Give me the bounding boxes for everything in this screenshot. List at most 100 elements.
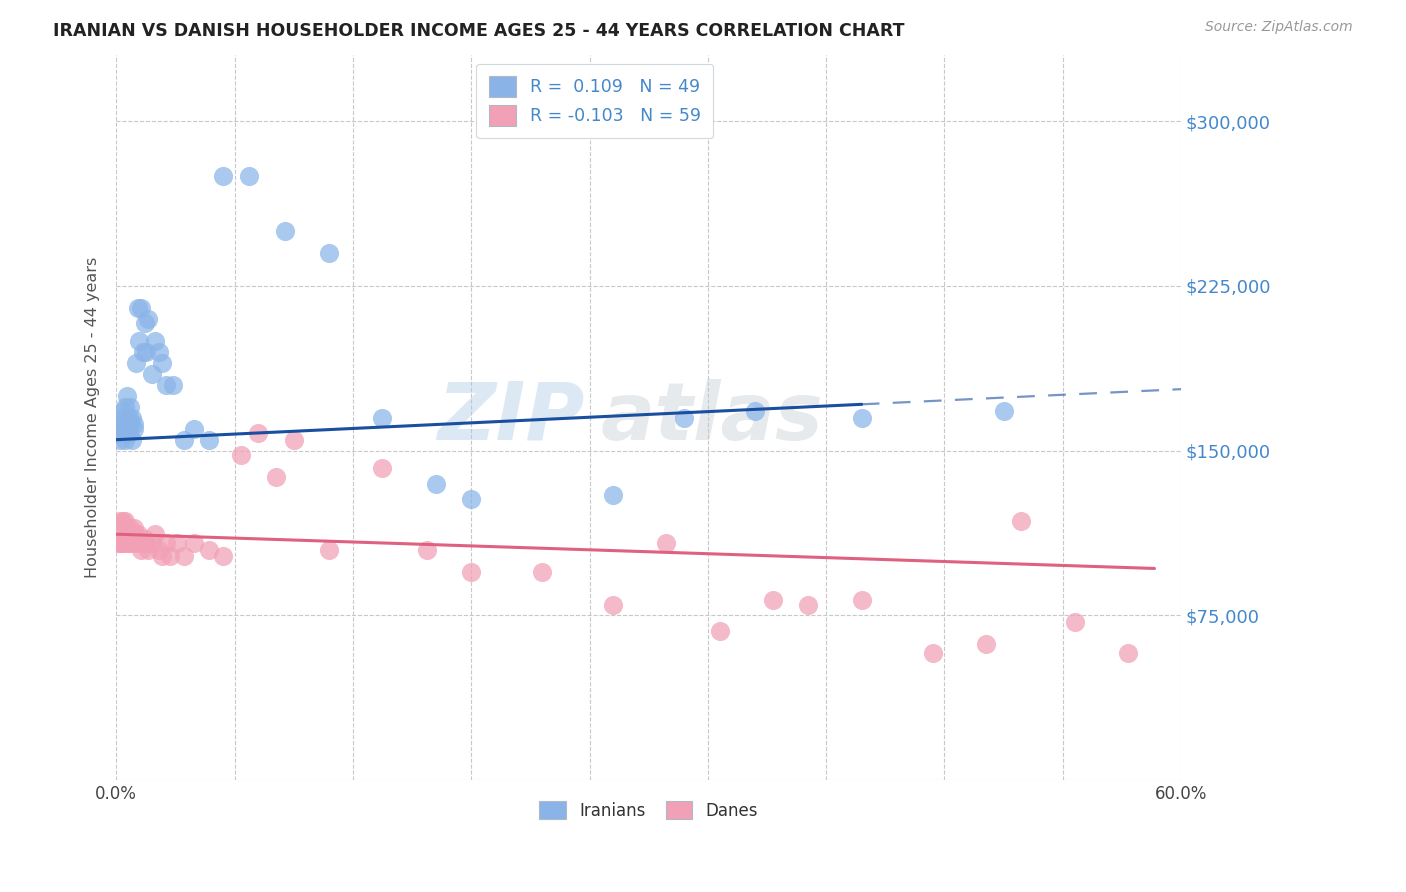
Point [283,433,305,447]
Point [851,410,873,425]
Point [166,536,188,550]
Point [709,624,731,638]
Point [602,598,624,612]
Text: IRANIAN VS DANISH HOUSEHOLDER INCOME AGES 25 - 44 YEARS CORRELATION CHART: IRANIAN VS DANISH HOUSEHOLDER INCOME AGE… [53,22,905,40]
Y-axis label: Householder Income Ages 25 - 44 years: Householder Income Ages 25 - 44 years [86,257,100,578]
Point [118,426,141,441]
Point [371,410,394,425]
Point [1010,514,1032,528]
Point [132,536,155,550]
Point [921,646,943,660]
Point [152,549,174,563]
Point [460,491,482,506]
Point [127,527,149,541]
Point [318,542,340,557]
Point [122,422,145,436]
Point [121,527,143,541]
Point [135,536,157,550]
Point [118,527,141,541]
Point [371,461,394,475]
Point [120,520,142,534]
Point [425,476,447,491]
Point [762,593,785,607]
Point [114,417,136,432]
Point [238,169,260,183]
Text: atlas: atlas [600,379,824,457]
Point [112,536,135,550]
Point [134,316,156,330]
Point [114,514,136,528]
Legend: Iranians, Danes: Iranians, Danes [533,795,765,826]
Point [655,536,678,550]
Text: ZIP: ZIP [437,379,585,457]
Point [993,404,1015,418]
Point [159,549,181,563]
Point [129,301,152,315]
Point [110,536,132,550]
Point [108,514,131,528]
Text: Source: ZipAtlas.com: Source: ZipAtlas.com [1205,20,1353,34]
Point [148,344,170,359]
Point [121,410,143,425]
Point [197,542,219,557]
Point [135,344,157,359]
Point [274,224,297,238]
Point [416,542,439,557]
Point [1116,646,1139,660]
Point [148,542,170,557]
Point [128,536,150,550]
Point [122,520,145,534]
Point [115,520,138,534]
Point [127,301,149,315]
Point [114,433,136,447]
Point [173,433,195,447]
Point [125,532,148,546]
Point [134,532,156,546]
Point [152,356,174,370]
Point [229,448,252,462]
Point [1063,615,1085,629]
Point [115,389,138,403]
Point [602,488,624,502]
Point [118,410,141,425]
Point [531,565,554,579]
Point [173,549,195,563]
Point [112,426,135,441]
Point [141,536,163,550]
Point [115,536,138,550]
Point [460,565,482,579]
Point [744,404,766,418]
Point [162,377,184,392]
Point [129,542,152,557]
Point [851,593,873,607]
Point [211,169,233,183]
Point [143,527,166,541]
Point [114,527,136,541]
Point [183,422,205,436]
Point [974,637,997,651]
Point [136,311,159,326]
Point [108,417,131,432]
Point [110,422,132,436]
Point [143,334,166,348]
Point [121,536,143,550]
Point [110,527,132,541]
Point [114,400,136,414]
Point [155,536,177,550]
Point [673,410,696,425]
Point [155,377,177,392]
Point [125,356,148,370]
Point [107,536,129,550]
Point [120,532,142,546]
Point [115,417,138,432]
Point [125,536,148,550]
Point [318,246,340,260]
Point [136,542,159,557]
Point [110,410,132,425]
Point [108,433,131,447]
Point [132,344,155,359]
Point [112,514,135,528]
Point [112,404,135,418]
Point [141,367,163,381]
Point [128,334,150,348]
